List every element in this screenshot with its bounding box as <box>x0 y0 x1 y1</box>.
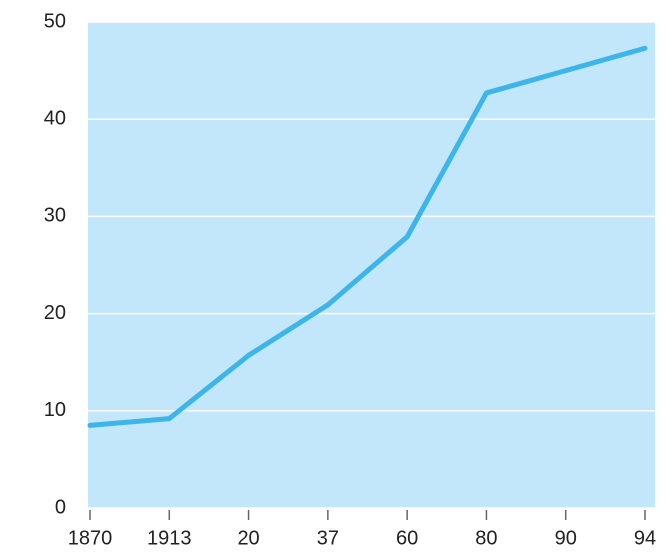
x-tick-label: 94 <box>634 527 656 549</box>
x-tick-label: 1870 <box>68 527 113 549</box>
x-tick-label: 60 <box>396 527 418 549</box>
x-tick-label: 1913 <box>147 527 192 549</box>
x-tick-label: 80 <box>475 527 497 549</box>
page: 0102030405018701913203760809094 (() => {… <box>0 0 666 553</box>
y-tick-label: 0 <box>55 496 66 518</box>
x-tick-label: 37 <box>317 527 339 549</box>
y-tick-label: 10 <box>44 399 66 421</box>
y-tick-label: 30 <box>44 205 66 227</box>
x-tick-label: 20 <box>237 527 259 549</box>
y-tick-label: 40 <box>44 107 66 129</box>
y-tick-label: 20 <box>44 302 66 324</box>
y-tick-label: 50 <box>44 10 66 32</box>
x-tick-label: 90 <box>555 527 577 549</box>
chart: 0 10 20 30 40 50 1870 1913 20 37 60 80 90 94 <box>0 0 666 553</box>
